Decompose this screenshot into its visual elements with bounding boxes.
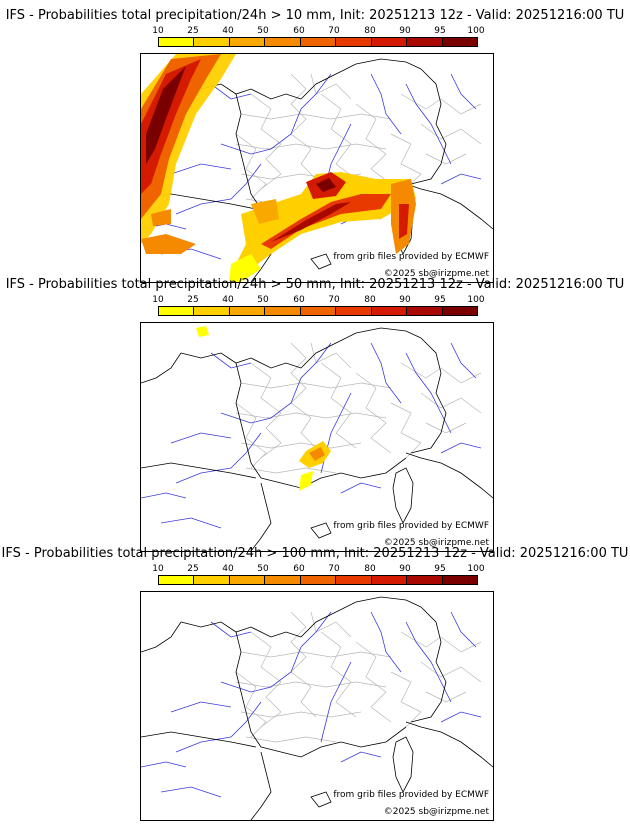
colorbar-tick: 95 [434, 295, 446, 305]
colorbar-swatch [336, 576, 372, 584]
colorbar-swatch [407, 38, 443, 46]
colorbar-swatch [159, 38, 195, 46]
colorbar-swatch [300, 576, 337, 584]
colorbar-tick: 100 [467, 26, 485, 36]
colorbar-tick: 10 [152, 26, 164, 36]
panel-title: IFS - Probabilities total precipitation/… [5, 8, 625, 23]
map-graphic [141, 596, 493, 820]
colorbar-swatch [442, 38, 477, 46]
colorbar-swatch [265, 576, 301, 584]
copyright: ©2025 sb@irizpme.net [383, 807, 489, 817]
colorbar-swatch [442, 307, 477, 315]
precip-shading [141, 54, 416, 282]
colorbar-tick: 25 [187, 295, 199, 305]
colorbar-swatch [159, 307, 195, 315]
colorbar-swatch [229, 38, 266, 46]
colorbar-swatch [229, 307, 266, 315]
colorbar-tick: 90 [399, 295, 411, 305]
colorbar-swatch [442, 576, 477, 584]
precip-map: from grib files provided by ECMWF ©2025 … [140, 53, 494, 283]
colorbar-swatch [336, 307, 372, 315]
colorbar-tick: 80 [364, 26, 376, 36]
colorbar-tick: 80 [364, 564, 376, 574]
colorbar-swatch [336, 38, 372, 46]
colorbar-swatch [371, 576, 408, 584]
panel-title: IFS - Probabilities total precipitation/… [1, 546, 629, 561]
colorbar-swatch [300, 307, 337, 315]
panel-50mm: IFS - Probabilities total precipitation/… [0, 277, 630, 552]
precip-map: from grib files provided by ECMWF ©2025 … [140, 591, 494, 821]
colorbar-tick: 70 [328, 295, 340, 305]
precip-shading [196, 326, 331, 491]
colorbar-tick: 95 [434, 26, 446, 36]
colorbar-labels: 10 25 40 50 60 70 80 90 95 100 [152, 26, 485, 36]
colorbar-tick: 100 [467, 295, 485, 305]
colorbar-tick: 40 [222, 564, 234, 574]
colorbar-tick: 10 [152, 295, 164, 305]
colorbar-tick: 60 [293, 295, 305, 305]
copyright: ©2025 sb@irizpme.net [383, 538, 489, 548]
colorbar-swatch [194, 576, 230, 584]
basemap [141, 596, 493, 820]
map-graphic [141, 326, 493, 551]
colorbar-labels: 10 25 40 50 60 70 80 90 95 100 [152, 295, 485, 305]
colorbar-tick: 90 [399, 564, 411, 574]
panel-100mm: IFS - Probabilities total precipitation/… [0, 546, 630, 821]
colorbar-tick: 80 [364, 295, 376, 305]
colorbar-swatch [300, 38, 337, 46]
colorbar-tick: 10 [152, 564, 164, 574]
map-graphic [141, 54, 493, 282]
copyright: ©2025 sb@irizpme.net [383, 269, 489, 279]
colorbar-swatch [265, 38, 301, 46]
colorbar-swatch [371, 38, 408, 46]
source-credit: from grib files provided by ECMWF [333, 790, 489, 800]
colorbar-tick: 100 [467, 564, 485, 574]
colorbar-tick: 70 [328, 26, 340, 36]
source-credit: from grib files provided by ECMWF [333, 252, 489, 262]
colorbar-tick: 25 [187, 564, 199, 574]
colorbar-labels: 10 25 40 50 60 70 80 90 95 100 [152, 564, 485, 574]
colorbar-swatch [194, 38, 230, 46]
panel-10mm: IFS - Probabilities total precipitation/… [0, 8, 630, 283]
colorbar-tick: 60 [293, 564, 305, 574]
colorbar [158, 37, 478, 47]
colorbar-swatch [407, 307, 443, 315]
colorbar [158, 575, 478, 585]
colorbar-tick: 40 [222, 295, 234, 305]
colorbar-swatch [407, 576, 443, 584]
basemap [141, 327, 493, 551]
colorbar-swatch [265, 307, 301, 315]
colorbar-tick: 60 [293, 26, 305, 36]
colorbar-tick: 25 [187, 26, 199, 36]
colorbar-tick: 50 [257, 564, 269, 574]
colorbar-tick: 70 [328, 564, 340, 574]
precip-map: from grib files provided by ECMWF ©2025 … [140, 322, 494, 552]
colorbar-swatch [371, 307, 408, 315]
colorbar-tick: 95 [434, 564, 446, 574]
colorbar-swatch [159, 576, 195, 584]
colorbar-swatch [229, 576, 266, 584]
panel-title: IFS - Probabilities total precipitation/… [5, 277, 625, 292]
colorbar-tick: 50 [257, 295, 269, 305]
source-credit: from grib files provided by ECMWF [333, 521, 489, 531]
colorbar-swatch [194, 307, 230, 315]
colorbar-tick: 40 [222, 26, 234, 36]
colorbar-tick: 50 [257, 26, 269, 36]
colorbar-tick: 90 [399, 26, 411, 36]
colorbar [158, 306, 478, 316]
